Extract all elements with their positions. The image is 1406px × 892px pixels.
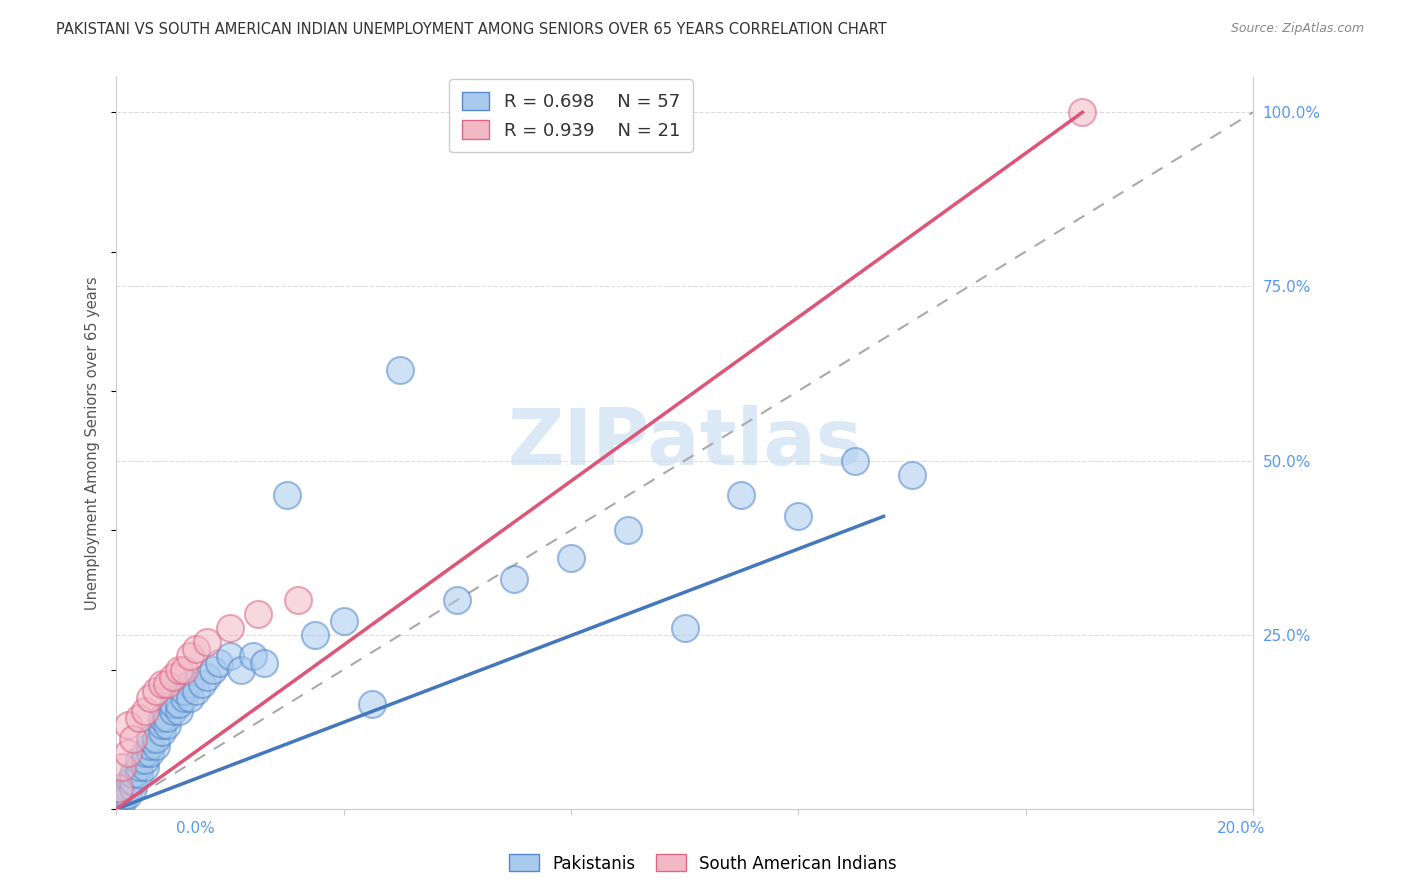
Text: 0.0%: 0.0% xyxy=(176,821,215,836)
Point xyxy=(162,698,184,712)
Point xyxy=(117,781,139,796)
Point xyxy=(150,676,173,690)
Point xyxy=(844,453,866,467)
Point xyxy=(122,732,145,747)
Point xyxy=(156,676,179,690)
Point xyxy=(361,698,384,712)
Point xyxy=(120,774,142,789)
Point xyxy=(111,788,134,802)
Point xyxy=(190,676,212,690)
Point xyxy=(108,781,131,796)
Point xyxy=(219,621,242,635)
Point xyxy=(253,656,276,670)
Point xyxy=(150,711,173,725)
Point xyxy=(179,676,201,690)
Text: 20.0%: 20.0% xyxy=(1218,821,1265,836)
Point xyxy=(276,488,298,502)
Point xyxy=(117,746,139,760)
Point xyxy=(117,788,139,802)
Legend: Pakistanis, South American Indians: Pakistanis, South American Indians xyxy=(502,847,904,880)
Y-axis label: Unemployment Among Seniors over 65 years: Unemployment Among Seniors over 65 years xyxy=(86,277,100,610)
Point xyxy=(156,711,179,725)
Point xyxy=(195,670,218,684)
Point xyxy=(167,705,190,719)
Point xyxy=(111,795,134,809)
Point xyxy=(128,711,150,725)
Point xyxy=(139,746,162,760)
Point xyxy=(145,732,167,747)
Point xyxy=(173,690,195,705)
Point xyxy=(167,698,190,712)
Point xyxy=(122,767,145,781)
Point xyxy=(145,683,167,698)
Text: PAKISTANI VS SOUTH AMERICAN INDIAN UNEMPLOYMENT AMONG SENIORS OVER 65 YEARS CORR: PAKISTANI VS SOUTH AMERICAN INDIAN UNEMP… xyxy=(56,22,887,37)
Point xyxy=(139,739,162,754)
Point xyxy=(139,690,162,705)
Point xyxy=(201,663,224,677)
Point xyxy=(901,467,924,482)
Point xyxy=(304,628,326,642)
Point xyxy=(162,705,184,719)
Point xyxy=(150,718,173,732)
Point xyxy=(195,634,218,648)
Legend: R = 0.698    N = 57, R = 0.939    N = 21: R = 0.698 N = 57, R = 0.939 N = 21 xyxy=(450,79,693,153)
Text: Source: ZipAtlas.com: Source: ZipAtlas.com xyxy=(1230,22,1364,36)
Point xyxy=(114,788,136,802)
Point xyxy=(173,683,195,698)
Point xyxy=(162,670,184,684)
Point xyxy=(787,509,810,524)
Point xyxy=(287,593,309,607)
Point xyxy=(111,760,134,774)
Point xyxy=(128,753,150,767)
Point xyxy=(145,739,167,754)
Point xyxy=(134,760,156,774)
Point xyxy=(173,663,195,677)
Point xyxy=(179,690,201,705)
Point xyxy=(122,781,145,796)
Point xyxy=(134,753,156,767)
Point xyxy=(446,593,468,607)
Point xyxy=(108,795,131,809)
Point xyxy=(730,488,752,502)
Point xyxy=(139,732,162,747)
Point xyxy=(184,641,207,656)
Point xyxy=(332,614,354,628)
Point xyxy=(231,663,253,677)
Point xyxy=(207,656,229,670)
Text: ZIPatlas: ZIPatlas xyxy=(508,405,862,481)
Point xyxy=(503,572,526,586)
Point xyxy=(179,648,201,663)
Point xyxy=(673,621,696,635)
Point xyxy=(122,774,145,789)
Point xyxy=(156,718,179,732)
Point xyxy=(117,718,139,732)
Point xyxy=(128,767,150,781)
Point xyxy=(184,683,207,698)
Point xyxy=(389,363,412,377)
Point xyxy=(1071,105,1094,120)
Point xyxy=(134,746,156,760)
Point xyxy=(560,551,582,566)
Point xyxy=(128,760,150,774)
Point xyxy=(134,705,156,719)
Point xyxy=(242,648,264,663)
Point xyxy=(167,663,190,677)
Point xyxy=(617,524,640,538)
Point xyxy=(150,725,173,739)
Point xyxy=(247,607,270,621)
Point xyxy=(219,648,242,663)
